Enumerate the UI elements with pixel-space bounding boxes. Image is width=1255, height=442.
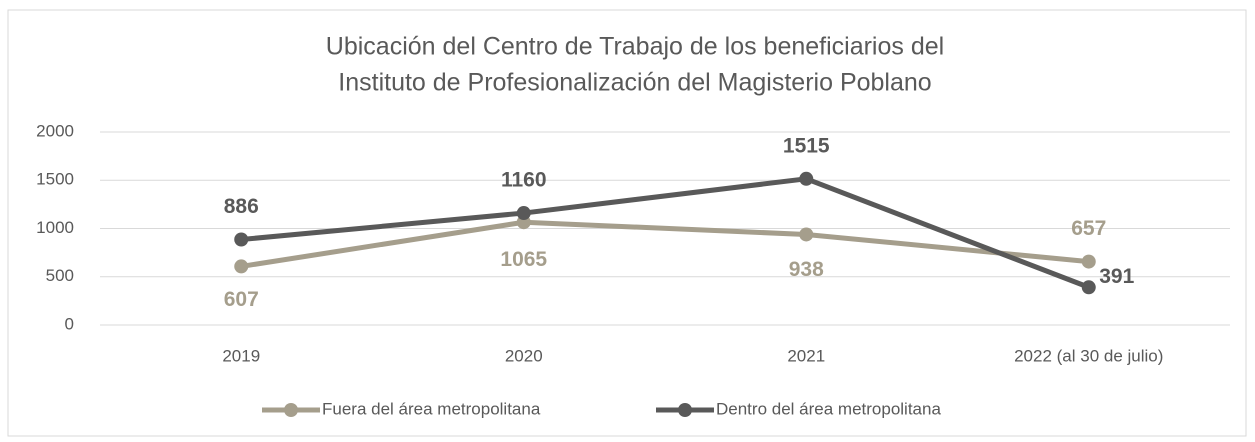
legend-marker	[284, 403, 298, 417]
data-label: 886	[224, 195, 259, 218]
data-label: 1065	[500, 248, 547, 271]
chart-title: Instituto de Profesionalización del Magi…	[338, 69, 931, 97]
x-tick-label: 2022 (al 30 de julio)	[1014, 346, 1163, 365]
point	[516, 206, 531, 221]
data-label: 938	[789, 258, 824, 281]
y-tick-label: 500	[46, 266, 74, 285]
chart-title: Ubicación del Centro de Trabajo de los b…	[326, 33, 944, 61]
point	[1081, 254, 1096, 269]
legend-label: Dentro del área metropolitana	[716, 399, 941, 418]
x-tick-label: 2020	[505, 346, 543, 365]
chart-border	[7, 9, 1247, 437]
data-label: 1160	[501, 169, 547, 192]
x-tick-label: 2021	[787, 346, 825, 365]
data-label: 607	[224, 288, 259, 311]
data-label: 657	[1071, 217, 1106, 240]
line	[240, 219, 1089, 269]
data-label: 1515	[783, 134, 830, 157]
legend-marker	[678, 403, 692, 417]
y-tick-label: 1500	[36, 170, 74, 189]
data-label: 391	[1099, 265, 1134, 288]
point	[1081, 280, 1096, 295]
x-tick-label: 2019	[222, 346, 260, 365]
point	[234, 259, 249, 274]
point	[799, 227, 814, 242]
y-tick-label: 1000	[36, 218, 74, 237]
y-tick-label: 2000	[36, 121, 74, 140]
y-tick-label: 0	[65, 314, 74, 333]
line	[241, 176, 1090, 290]
point	[799, 171, 814, 186]
point	[234, 232, 249, 247]
legend-label: Fuera del área metropolitana	[322, 399, 541, 418]
